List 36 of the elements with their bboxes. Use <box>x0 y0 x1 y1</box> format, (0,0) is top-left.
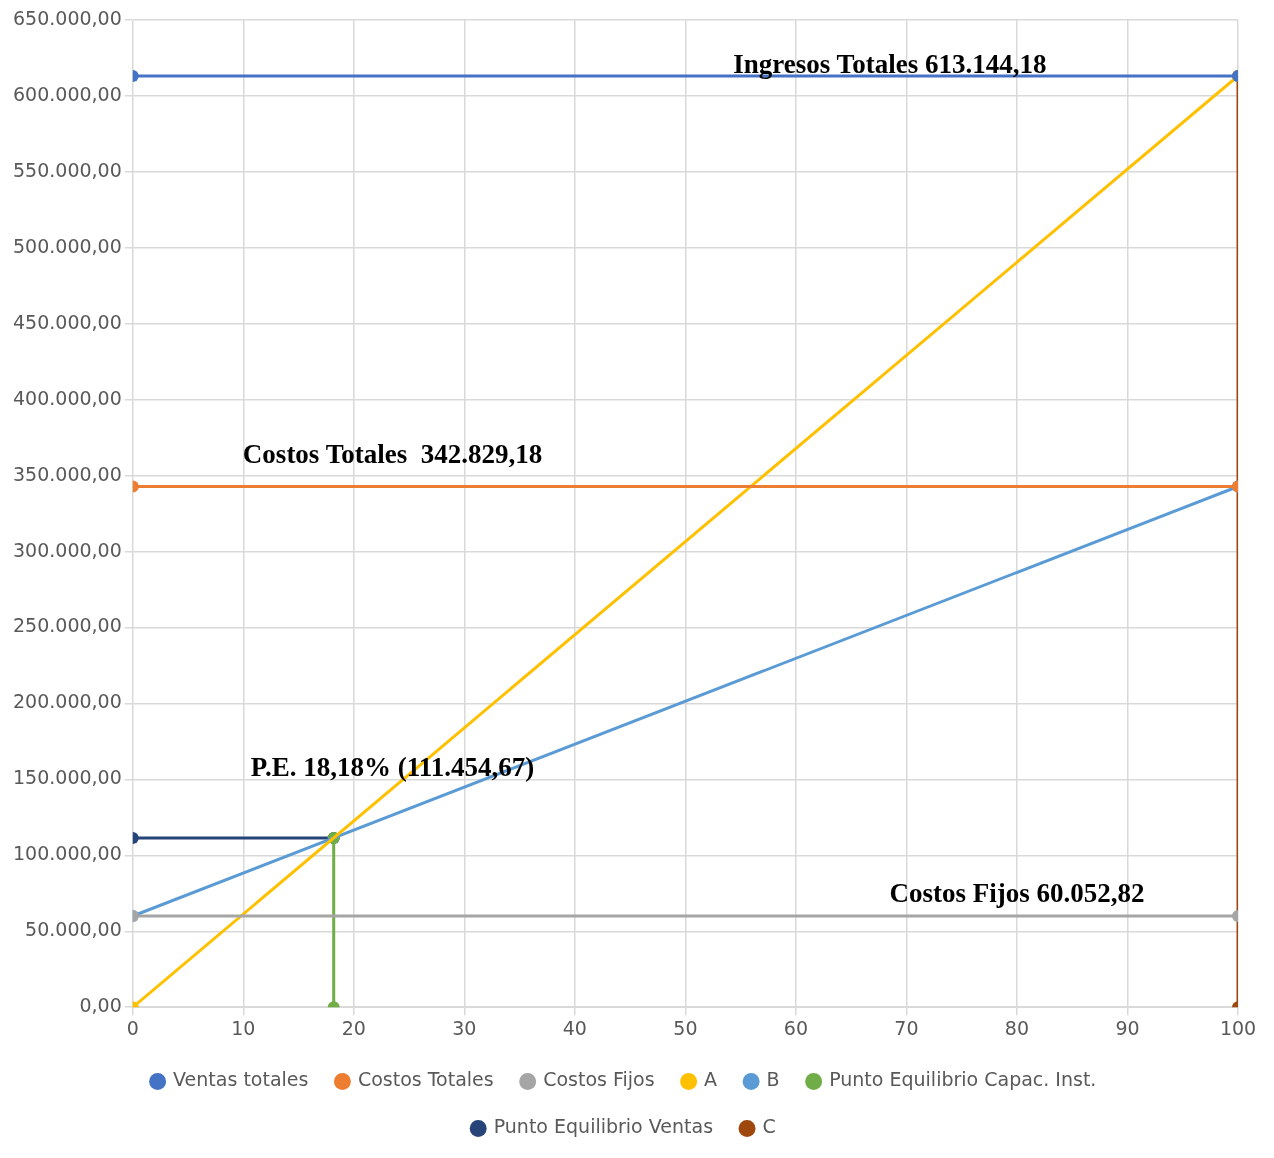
x-tick-label: 10 <box>231 1016 256 1039</box>
x-tick-label: 50 <box>673 1016 698 1039</box>
y-tick-label: 550.000,00 <box>12 158 122 181</box>
y-tick-label: 600.000,00 <box>12 82 122 105</box>
annotation: Costos Totales 342.829,18 <box>242 438 543 469</box>
y-tick-label: 300.000,00 <box>12 538 122 561</box>
annotation: Ingresos Totales 613.144,18 <box>733 48 1047 79</box>
x-tick-label: 40 <box>562 1016 587 1039</box>
y-tick-label: 350.000,00 <box>12 462 122 485</box>
legend-label: Punto Equilibrio Capac. Inst. <box>829 1068 1097 1091</box>
y-tick-label: 400.000,00 <box>12 386 122 409</box>
y-tick-label: 0,00 <box>79 994 122 1017</box>
y-tick-label: 450.000,00 <box>12 310 122 333</box>
x-tick-label: 60 <box>783 1016 809 1039</box>
y-tick-label: 150.000,00 <box>12 766 122 789</box>
x-tick-label: 30 <box>452 1016 477 1039</box>
legend-label: Costos Totales <box>357 1068 494 1091</box>
y-tick-label: 500.000,00 <box>12 234 122 257</box>
x-tick-label: 70 <box>894 1016 919 1039</box>
x-tick-label: 90 <box>1115 1016 1140 1039</box>
x-tick-label: 20 <box>341 1016 366 1039</box>
x-tick-label: 0 <box>126 1016 139 1039</box>
y-tick-label: 200.000,00 <box>12 690 122 713</box>
annotation: Costos Fijos 60.052,82 <box>889 877 1145 908</box>
y-tick-label: 650.000,00 <box>12 6 122 29</box>
y-tick-label: 250.000,00 <box>12 614 122 637</box>
x-tick-label: 100 <box>1219 1016 1257 1039</box>
legend-label: Ventas totales <box>173 1068 309 1091</box>
y-tick-label: 50.000,00 <box>25 918 122 941</box>
x-tick-label: 80 <box>1004 1016 1030 1039</box>
legend-label: A <box>704 1068 718 1091</box>
legend-label: B <box>766 1068 780 1091</box>
legend-label: C <box>762 1115 776 1138</box>
legend-label: Costos Fijos <box>543 1068 655 1091</box>
y-tick-label: 100.000,00 <box>12 842 122 865</box>
legend-label: Punto Equilibrio Ventas <box>493 1115 714 1138</box>
